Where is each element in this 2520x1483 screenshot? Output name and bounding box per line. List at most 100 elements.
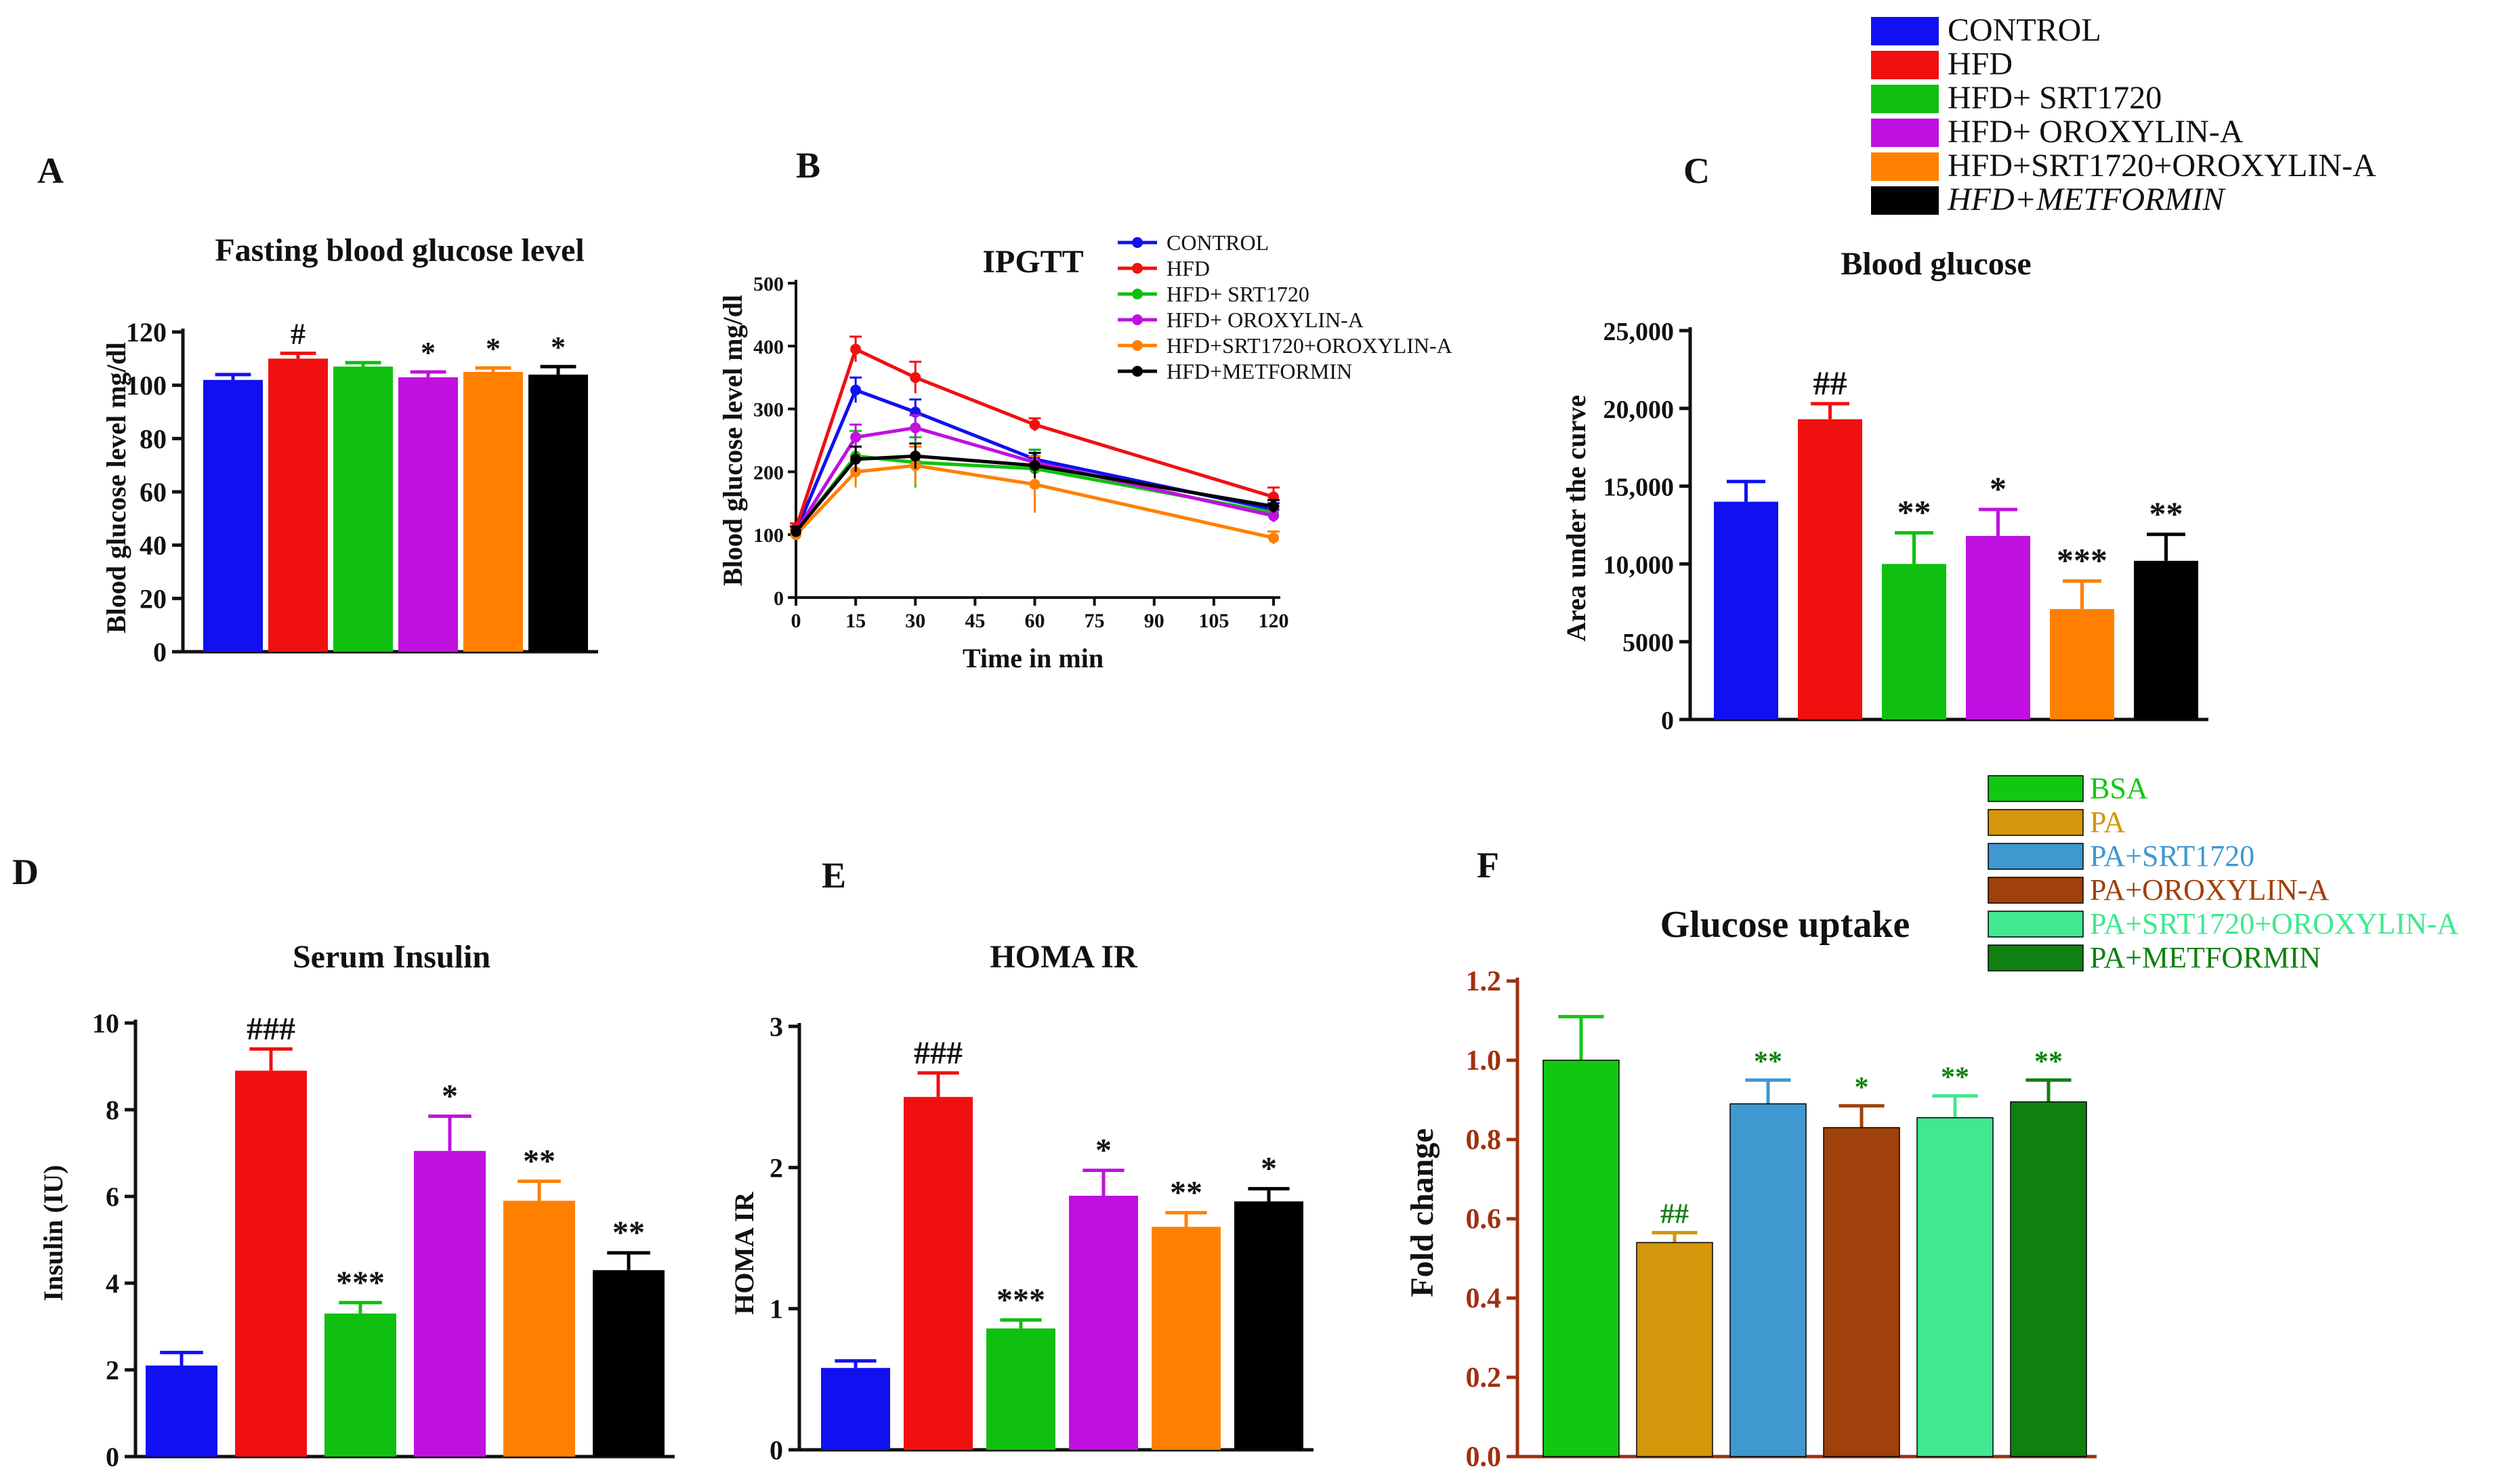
- a-bar-2: [268, 358, 328, 652]
- chart-e-ylabel: HOMA IR: [729, 1191, 759, 1314]
- chart-a-ylabel: Blood glucose level mg/dl: [101, 342, 131, 633]
- e-bar-3: [986, 1328, 1055, 1450]
- a-bar-4: [398, 377, 458, 652]
- b-legend-marker: [1132, 366, 1143, 377]
- chart-b-title: IPGTT: [982, 244, 1083, 280]
- chart-b-ylabel: Blood glucose level mg/dl: [717, 295, 748, 586]
- chart-c-title: Blood glucose: [1841, 246, 2031, 282]
- legend-swatch-2: [1871, 51, 1939, 79]
- b-data-point: [1029, 419, 1041, 430]
- c-y-tick-label: 25,000: [1603, 318, 1675, 346]
- chart-e-title: HOMA IR: [990, 939, 1138, 975]
- f-y-tick-label: 1.2: [1466, 966, 1502, 997]
- b-data-point: [910, 372, 921, 383]
- b-data-point: [850, 453, 862, 465]
- b-x-tick-label: 90: [1144, 610, 1164, 632]
- a-bar-6: [528, 374, 588, 652]
- chart-b-xlabel: Time in min: [963, 643, 1104, 673]
- panel-letter-b: B: [796, 145, 820, 186]
- a-significance-label: *: [421, 336, 436, 369]
- chart-f-ylabel: Fold change: [1404, 1128, 1440, 1297]
- f-y-tick-label: 0.0: [1466, 1442, 1502, 1473]
- b-y-tick-label: 0: [774, 587, 784, 610]
- d-y-tick-label: 4: [106, 1268, 119, 1299]
- e-y-tick-label: 1: [770, 1294, 783, 1324]
- d-y-tick-label: 8: [106, 1095, 119, 1125]
- b-x-tick-label: 45: [965, 610, 985, 632]
- c-bar-5: [2050, 608, 2114, 719]
- f-y-tick-label: 0.8: [1466, 1125, 1502, 1156]
- c-y-tick-label: 5000: [1622, 629, 1674, 657]
- legend-swatch-5: [1871, 152, 1939, 181]
- b-y-tick-label: 200: [753, 461, 784, 484]
- d-bar-1: [146, 1365, 217, 1457]
- panel-letter-d: D: [12, 852, 39, 892]
- b-data-point: [1268, 510, 1279, 522]
- legend-label-3: HFD+ SRT1720: [1948, 80, 2162, 116]
- e-significance-label: **: [1170, 1175, 1202, 1211]
- f-y-tick-label: 0.2: [1466, 1362, 1502, 1394]
- a-bar-5: [463, 372, 523, 652]
- b-legend-label: HFD+SRT1720+OROXYLIN-A: [1167, 333, 1452, 358]
- b-legend-marker: [1132, 237, 1143, 248]
- a-significance-label: *: [551, 331, 566, 364]
- b-data-point: [1268, 532, 1279, 543]
- f-bar-4: [1823, 1127, 1900, 1457]
- f-significance-label: **: [2034, 1046, 2063, 1077]
- chart-a: 0 20 40 60 80 100 120 # * * *: [126, 317, 598, 667]
- b-data-point: [850, 343, 862, 355]
- c-bar-6: [2134, 560, 2198, 719]
- b-legend-marker: [1132, 263, 1143, 274]
- legend-swatch-4: [1871, 119, 1939, 147]
- f-legend-swatch-4: [1988, 877, 2084, 904]
- d-significance-label: ###: [247, 1011, 295, 1047]
- d-y-tick-label: 0: [106, 1442, 119, 1472]
- d-significance-label: **: [612, 1215, 645, 1251]
- a-y-tick-label: 60: [140, 477, 167, 507]
- d-bar-5: [503, 1200, 575, 1457]
- f-bar-2: [1636, 1242, 1713, 1457]
- a-y-tick-label: 0: [153, 637, 167, 667]
- a-y-tick-label: 100: [126, 371, 167, 401]
- d-significance-label: *: [442, 1079, 458, 1114]
- d-y-tick-label: 10: [92, 1008, 119, 1039]
- e-bar-2: [904, 1097, 973, 1450]
- e-bar-6: [1234, 1201, 1303, 1450]
- chart-f-title: Glucose uptake: [1660, 904, 1910, 946]
- chart-a-title: Fasting blood glucose level: [215, 232, 584, 268]
- d-significance-label: **: [523, 1144, 555, 1179]
- f-significance-label: *: [1855, 1072, 1869, 1103]
- b-x-tick-label: 60: [1025, 610, 1045, 632]
- chart-d-ylabel: Insulin (IU): [38, 1165, 68, 1301]
- b-data-point: [850, 432, 862, 443]
- d-bar-2: [235, 1070, 307, 1457]
- a-bar-3: [333, 367, 393, 652]
- b-data-point: [791, 526, 801, 537]
- legend-swatch-1: [1871, 17, 1939, 45]
- b-data-point: [910, 422, 921, 434]
- c-significance-label: ##: [1813, 364, 1847, 402]
- b-legend-label: HFD+ SRT1720: [1167, 282, 1309, 306]
- legend-label-4: HFD+ OROXYLIN-A: [1948, 114, 2244, 150]
- d-y-tick-label: 6: [106, 1182, 119, 1212]
- e-bar-1: [821, 1368, 890, 1450]
- f-significance-label: **: [1941, 1062, 1969, 1093]
- f-legend-swatch-5: [1988, 911, 2084, 938]
- f-bar-3: [1729, 1103, 1807, 1457]
- e-significance-label: ###: [914, 1035, 963, 1071]
- f-legend-swatch-1: [1988, 775, 2084, 802]
- legend-label-6: HFD+METFORMIN: [1947, 182, 2226, 217]
- e-y-tick-label: 2: [770, 1152, 783, 1183]
- panel-letter-e: E: [822, 855, 846, 896]
- b-x-tick-label: 30: [905, 610, 925, 632]
- c-bar-1: [1714, 501, 1778, 719]
- a-y-tick-label: 80: [140, 423, 167, 454]
- f-legend-label-2: PA: [2090, 806, 2125, 839]
- legend-label-5: HFD+SRT1720+OROXYLIN-A: [1948, 148, 2376, 184]
- a-bar-1: [203, 379, 263, 652]
- b-x-tick-label: 75: [1085, 610, 1105, 632]
- chart-f: 0.00.20.40.60.81.01.2##*** ****: [1466, 966, 2097, 1473]
